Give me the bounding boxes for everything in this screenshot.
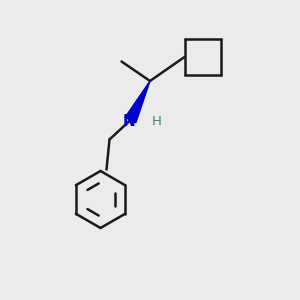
Text: H: H [152,115,161,128]
Polygon shape [125,81,150,123]
Text: N: N [123,114,135,129]
